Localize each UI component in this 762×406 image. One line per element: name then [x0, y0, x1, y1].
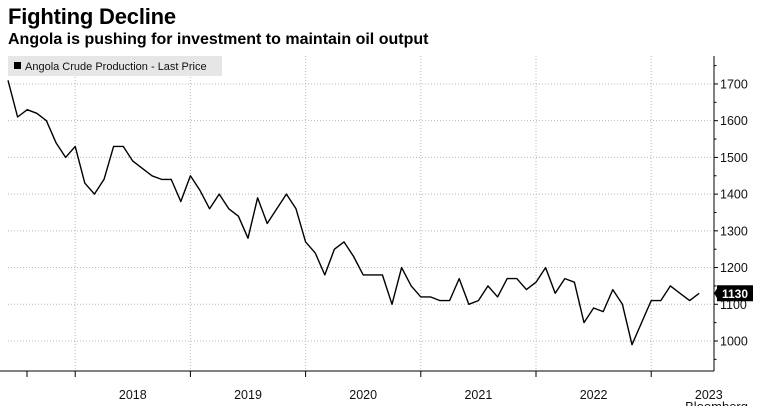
last-price-label: 1130 [722, 287, 748, 301]
x-tick-label: 2019 [234, 388, 262, 402]
last-price-badge [717, 285, 753, 302]
chart-title: Fighting Decline [8, 4, 176, 29]
y-tick-label: 1400 [720, 188, 748, 202]
x-tick-label: 2018 [119, 388, 147, 402]
series-line [7, 80, 700, 346]
y-tick-label: 1600 [720, 114, 748, 128]
chart-subtitle: Angola is pushing for investment to main… [8, 31, 429, 48]
legend-swatch [14, 62, 21, 69]
x-tick-label: 2020 [349, 388, 377, 402]
legend-box [8, 56, 222, 76]
x-tick-label: 2021 [464, 388, 492, 402]
y-tick-label: 1200 [720, 261, 748, 275]
y-tick-label: 1000 [720, 335, 748, 349]
y-tick-label: 1700 [720, 77, 748, 91]
legend-label: Angola Crude Production - Last Price [25, 61, 207, 73]
x-tick-label: 2022 [580, 388, 608, 402]
y-tick-label: 1300 [720, 224, 748, 238]
y-tick-label: 1500 [720, 151, 748, 165]
y-tick-label: 1100 [720, 298, 747, 312]
x-tick-label: 2023 [695, 388, 723, 402]
source-credit: Bloomberg [685, 399, 748, 406]
